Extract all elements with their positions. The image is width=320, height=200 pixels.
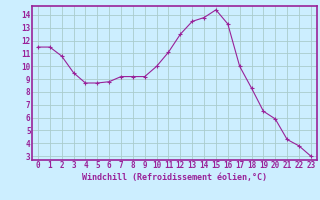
X-axis label: Windchill (Refroidissement éolien,°C): Windchill (Refroidissement éolien,°C)	[82, 173, 267, 182]
